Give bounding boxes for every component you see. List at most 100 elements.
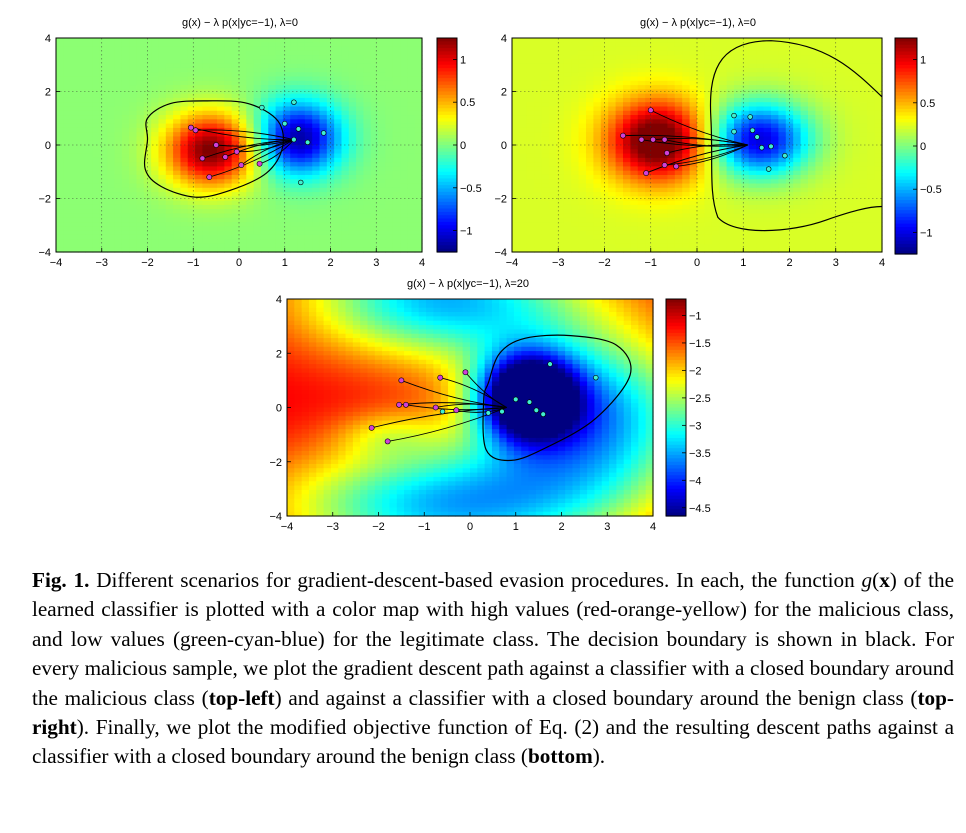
- caption-text: Different scenarios for gradient-descent…: [89, 568, 862, 592]
- malicious-sample-point: [206, 174, 213, 180]
- benign-sample-point: [768, 143, 774, 150]
- benign-sample-point: [731, 128, 737, 135]
- malicious-sample-point: [664, 150, 670, 156]
- colorbar-tick-label: −3: [689, 420, 702, 432]
- colorbar-tick-label: −0.5: [920, 184, 942, 196]
- plot-bottom: g(x) − λ p(x|yc=−1), λ=20 −4 −3 −2 −1 0 1 2 3 4 4…: [240, 270, 720, 540]
- x-tick-label: −3: [326, 521, 339, 533]
- x-tick-label: 3: [373, 257, 379, 269]
- x-tick-label: 0: [236, 257, 242, 269]
- x-tick-label: 0: [694, 257, 700, 269]
- decision-boundary: [482, 334, 632, 462]
- decision-boundary: [709, 40, 882, 232]
- malicious-sample-point: [638, 136, 645, 143]
- colorbar-tick-label: −2.5: [689, 393, 711, 405]
- benign-sample-point: [731, 112, 737, 119]
- x-tick-label: 2: [786, 257, 792, 269]
- descent-paths: [622, 109, 749, 174]
- x-tick-label: 2: [558, 521, 564, 533]
- x-tick-label: −3: [552, 257, 565, 269]
- benign-sample-point: [295, 126, 302, 132]
- colorbar-tick-label: −4.5: [689, 503, 711, 515]
- x-tick-label: −3: [95, 257, 108, 269]
- descent-path: [650, 109, 748, 146]
- caption-text: ). Finally, we plot the modified objecti…: [32, 715, 954, 769]
- colorbar-tick-label: −2: [689, 365, 702, 377]
- malicious-sample-point: [238, 162, 245, 168]
- x-tick-label: −4: [50, 257, 63, 269]
- x-tick-label: −4: [506, 257, 519, 269]
- benign-sample-point: [513, 396, 519, 403]
- colorbar-tick-label: −3.5: [689, 448, 711, 460]
- benign-sample-point: [547, 361, 553, 367]
- colorbar-tick-label: −1: [689, 310, 702, 322]
- malicious-sample-point: [396, 401, 402, 408]
- colorbar-tick-label: −1.5: [689, 338, 711, 350]
- heatmap-field: [56, 38, 423, 253]
- x-tick-label: 2: [327, 257, 333, 269]
- x-tick-label: 1: [282, 257, 288, 269]
- y-tick-label: 4: [501, 33, 507, 45]
- benign-sample-point: [320, 130, 327, 136]
- x-tick-label: 4: [879, 257, 885, 269]
- y-tick-label: −4: [38, 247, 51, 259]
- colorbar-tick-label: 0.5: [460, 97, 475, 109]
- descent-path: [645, 144, 748, 174]
- x-tick-label: −4: [281, 521, 294, 533]
- malicious-sample-point: [661, 162, 668, 168]
- caption-text: ).: [592, 744, 606, 769]
- benign-sample-point: [747, 114, 753, 120]
- malicious-sample-point: [647, 107, 654, 114]
- malicious-sample-point: [661, 136, 668, 143]
- caption-text: ) and against a classifier with a closed…: [274, 685, 918, 710]
- math-paren-open: (: [872, 568, 880, 592]
- benign-sample-point: [282, 120, 288, 127]
- malicious-sample-point: [199, 155, 206, 162]
- x-tick-label: −2: [141, 257, 154, 269]
- descent-path: [435, 403, 507, 408]
- descent-path: [236, 139, 295, 153]
- math-paren-close: ): [889, 568, 897, 592]
- y-tick-label: −4: [494, 247, 507, 259]
- benign-sample-point: [298, 179, 304, 186]
- x-tick-label: −1: [644, 257, 657, 269]
- descent-path: [676, 144, 749, 167]
- plot-top-right: g(x) − λ p(x|yc=−1), λ=0 −4 −3 −2 −1 0 1 2 3 4 4 2…: [480, 0, 966, 290]
- benign-sample-point: [593, 374, 599, 381]
- benign-sample-point: [259, 104, 265, 111]
- gridlines: [56, 38, 422, 252]
- descent-path: [465, 371, 507, 408]
- benign-sample-point: [759, 144, 765, 151]
- malicious-sample-point: [233, 148, 240, 155]
- benign-sample-point: [439, 408, 446, 415]
- figure-label: Fig. 1.: [32, 568, 90, 592]
- malicious-sample-point: [368, 424, 375, 431]
- malicious-sample-point: [188, 124, 194, 131]
- y-tick-label: 4: [276, 294, 282, 306]
- colorbar-tick-label: 1: [460, 54, 466, 66]
- caption-bold: bottom: [528, 744, 593, 769]
- benign-sample-point: [540, 411, 546, 417]
- plot-top-left: g(x) − λ p(x|yc=−1), λ=0 −4 −3 −2 −1 0 1 2 3 4 4 2…: [0, 0, 482, 290]
- x-tick-label: 3: [833, 257, 839, 269]
- descent-path: [259, 139, 295, 165]
- chart-title: g(x) − λ p(x|yc=−1), λ=20: [407, 278, 529, 290]
- malicious-sample-point: [462, 369, 469, 376]
- benign-sample-point: [749, 127, 756, 133]
- benign-sample-point: [782, 153, 788, 159]
- x-tick-label: −1: [187, 257, 200, 269]
- colorbar: 1 0.5 0 −0.5 −1: [436, 37, 482, 253]
- malicious-sample-point: [384, 438, 391, 445]
- benign-sample-point: [291, 99, 297, 105]
- x-tick-label: −2: [598, 257, 611, 269]
- caption-bold: top-left: [208, 685, 275, 710]
- x-tick-label: 4: [650, 521, 656, 533]
- benign-sample-point: [304, 139, 311, 146]
- heatmap-chart-top-left: g(x) − λ p(x|yc=−1), λ=0 −4 −3 −2 −1 0 1 2 3 4 4 2…: [38, 17, 482, 269]
- heatmap-field: [512, 38, 883, 253]
- heatmap-field: [287, 299, 654, 517]
- descent-path: [387, 407, 507, 442]
- benign-sample-point: [485, 410, 492, 416]
- colorbar: −1 −1.5 −2 −2.5 −3 −3.5 −4 −4.5: [665, 298, 711, 517]
- malicious-sample-point: [650, 136, 656, 143]
